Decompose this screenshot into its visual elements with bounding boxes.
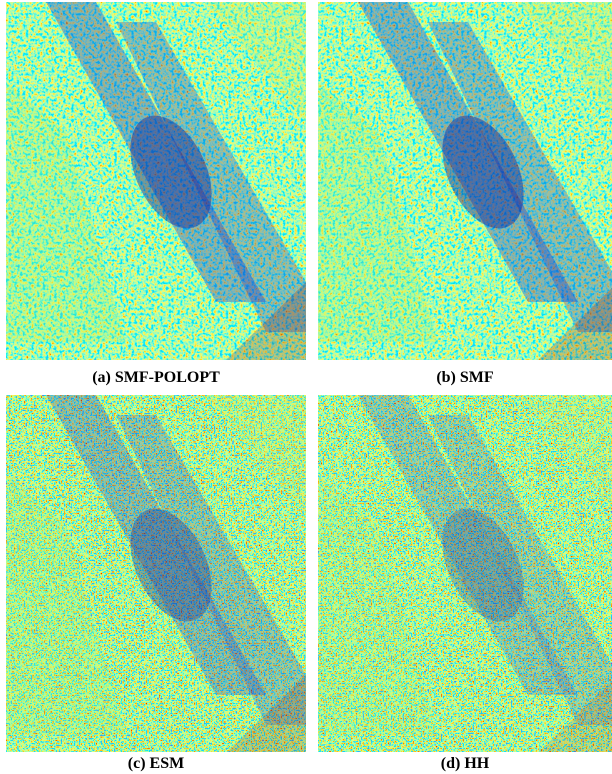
page: {"panels": [ {"caption": "(a) SMF-POLOPT… [0,0,612,774]
caption: (b) SMF [315,369,612,387]
panel-image [6,395,306,752]
caption: (a) SMF-POLOPT [6,369,306,387]
panel-image [318,2,612,360]
panel-image [6,2,306,360]
caption: (d) HH [315,755,612,773]
panel-image [318,395,612,752]
figure: (a) SMF-POLOPT (b) SMF (c) ESM (d) HH ((… [0,0,612,774]
caption: (c) ESM [6,755,306,773]
